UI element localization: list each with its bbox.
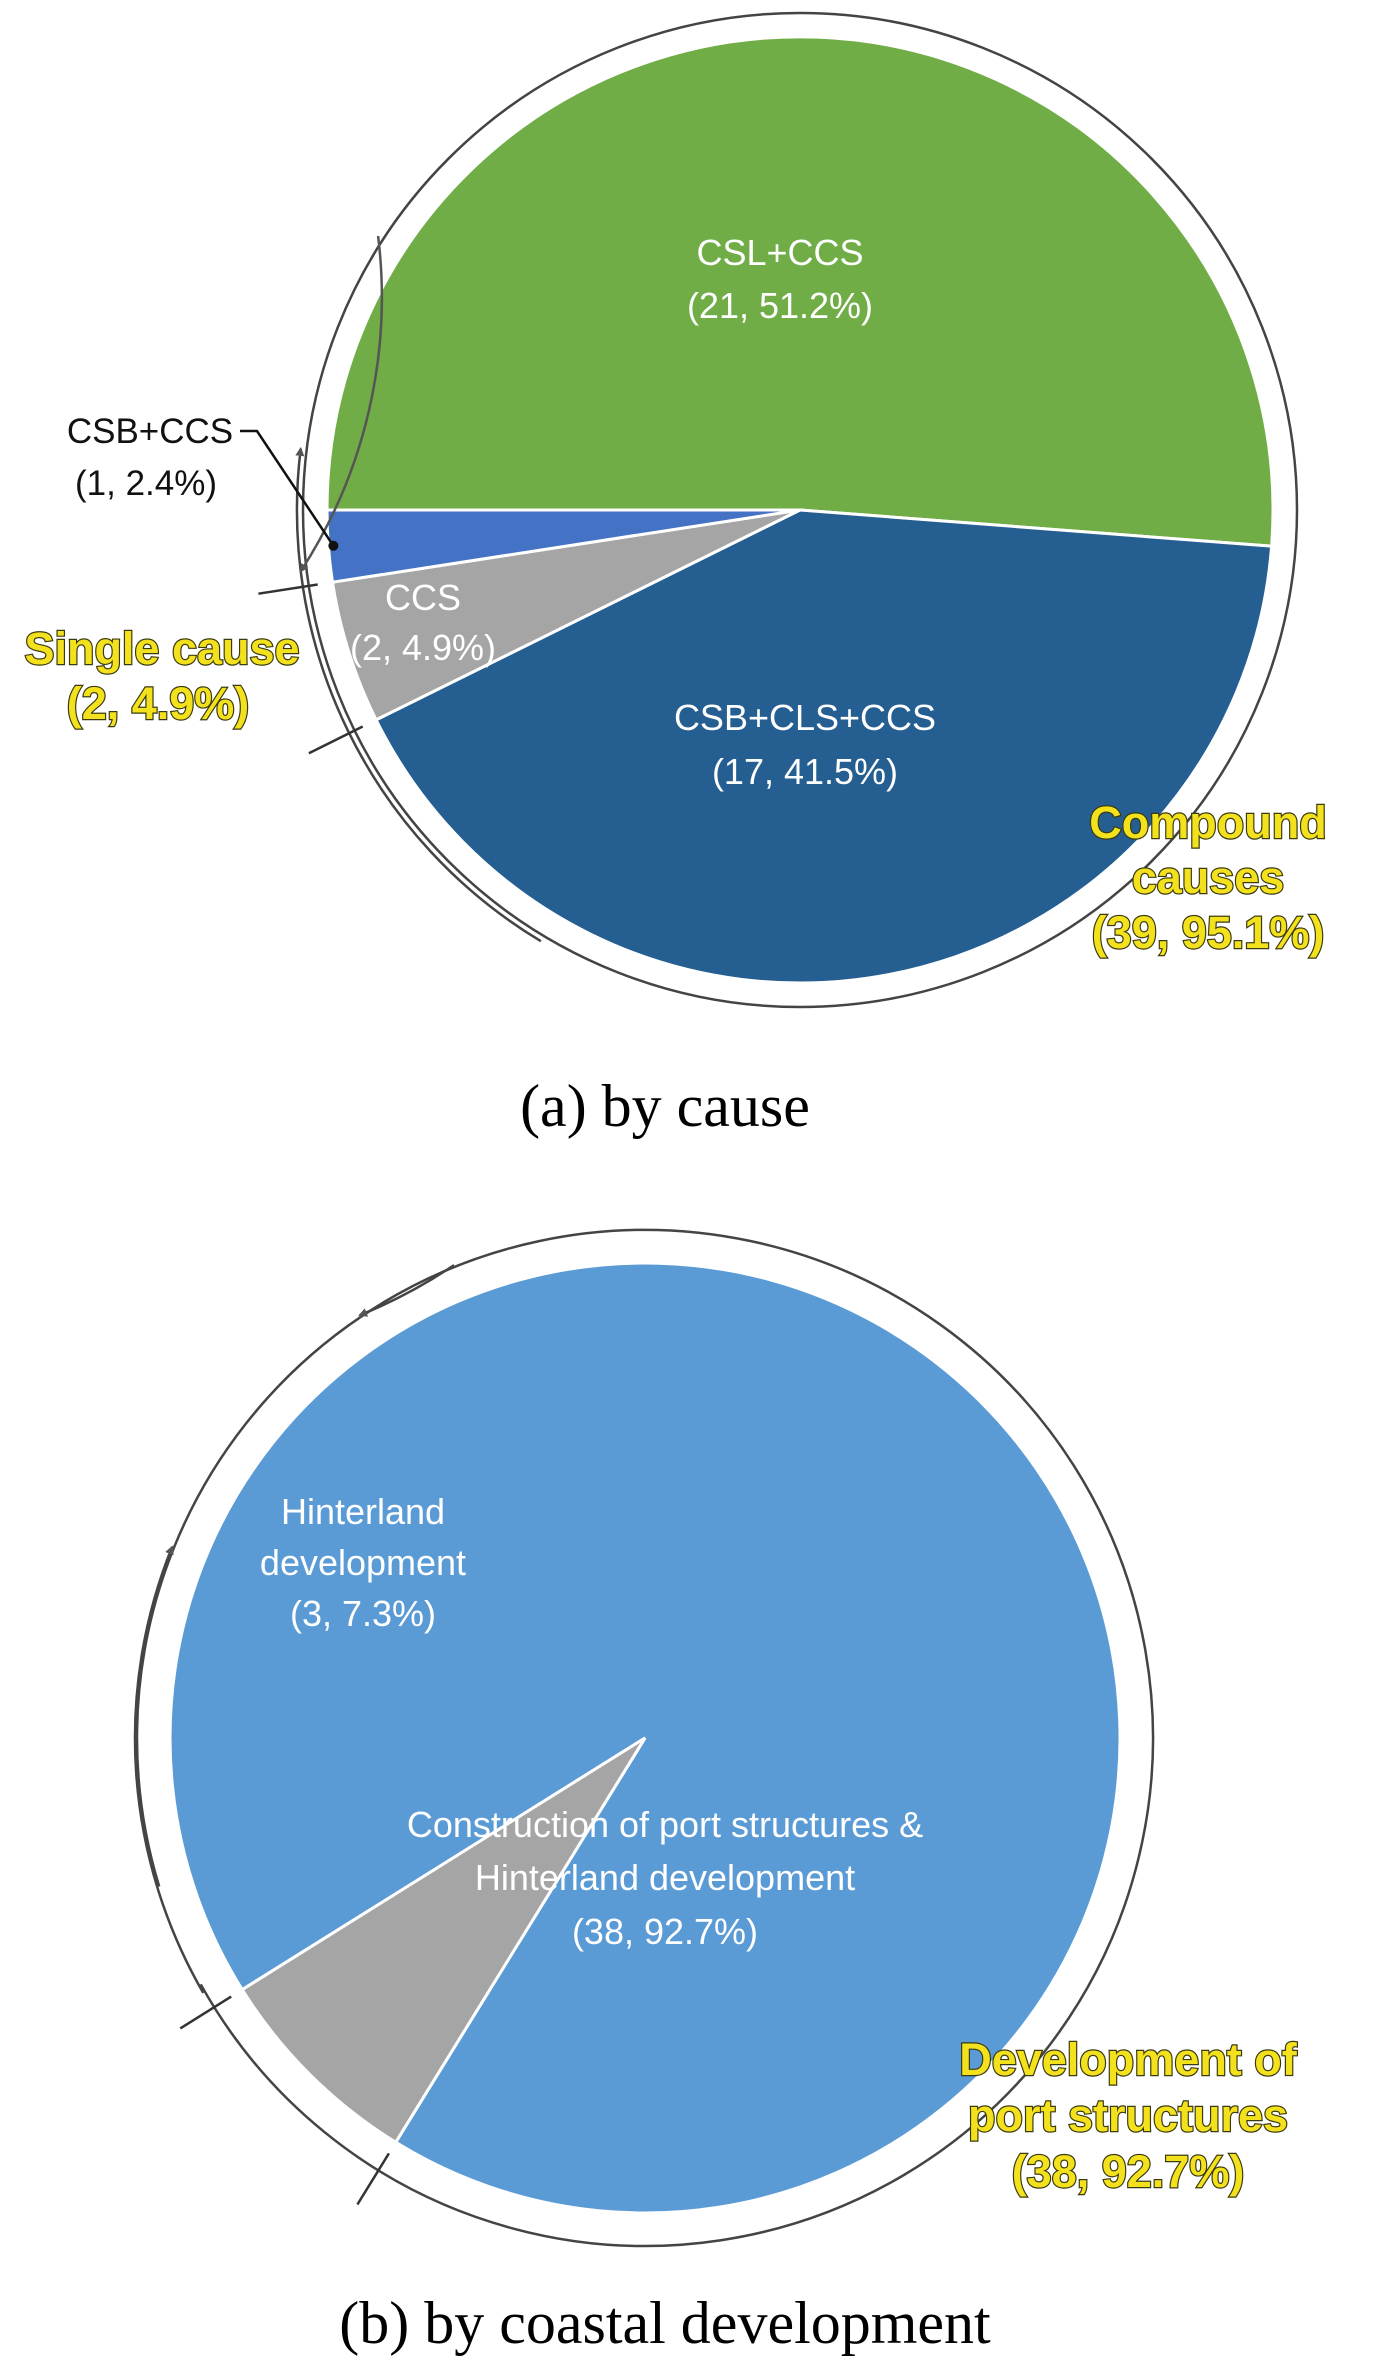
- outer-ring-a: [301, 11, 1299, 1009]
- pie-slice-csb-cls-ccs: [374, 508, 1274, 985]
- caption-b: (b) by coastal development: [339, 2290, 991, 2356]
- group-divider-b-1: [179, 1995, 232, 2030]
- slice-label-csl-ccs: CSL+CCS: [696, 232, 863, 273]
- slice-label-ccs: CCS: [385, 577, 461, 618]
- slice-value-csb-cls-ccs: (17, 41.5%): [712, 751, 898, 792]
- slice-label-port-hinterland-2: Hinterland development: [475, 1857, 855, 1898]
- slice-label-csb-cls-ccs: CSB+CLS+CCS: [674, 697, 936, 738]
- slice-value-ccs: (2, 4.9%): [350, 627, 496, 668]
- compound-arc-arrow: [295, 446, 542, 943]
- group-value-port: (38, 92.7%): [1012, 2146, 1245, 2197]
- group-label-compound-2: causes: [1132, 852, 1285, 903]
- outer-ring-b: [135, 1315, 362, 1887]
- pie-slice-ccs: [330, 508, 801, 722]
- chart-a-slices: [325, 35, 1275, 985]
- slice-value-port-hinterland: (38, 92.7%): [572, 1911, 758, 1952]
- csb-ccs-leader-dot: [328, 540, 339, 551]
- group-label-single-cause: Single cause: [24, 623, 299, 674]
- slice-label-hinterland-2: development: [260, 1542, 466, 1583]
- chart-a-guides: [240, 11, 1299, 1009]
- group-divider-a-0: [308, 725, 364, 755]
- slice-value-hinterland: (3, 7.3%): [290, 1593, 436, 1634]
- group-divider-a-1: [258, 583, 318, 595]
- group-label-port-2: port structures: [968, 2090, 1288, 2141]
- port-arc: [199, 1228, 1155, 2248]
- group-label-port: Development of: [959, 2034, 1298, 2085]
- pie-slice-csb-ccs: [325, 508, 801, 584]
- chart-b-slices: [168, 1261, 1122, 2215]
- pie-slice-hinterland: [240, 1736, 647, 2145]
- group-divider-b-0: [356, 2152, 390, 2206]
- chart-b-guides: [133, 1228, 1155, 2248]
- group-value-compound: (39, 95.1%): [1092, 907, 1325, 958]
- slice-label-csb-ccs: CSB+CCS: [67, 412, 233, 451]
- csb-ccs-leader-line: [240, 429, 335, 547]
- caption-a: (a) by cause: [520, 1073, 810, 1139]
- group-label-compound: Compound: [1089, 797, 1326, 848]
- group-value-single-cause: (2, 4.9%): [67, 678, 250, 729]
- slice-label-hinterland: Hinterland: [281, 1491, 445, 1532]
- port-arc-arrow-left: [133, 1545, 205, 1994]
- chart-a: CSL+CCS (21, 51.2%) CSB+CLS+CCS (17, 41.…: [23, 11, 1328, 1139]
- port-arc-arrow-top: [358, 1264, 455, 1317]
- chart-b: Hinterland development (3, 7.3%) Constru…: [133, 1228, 1299, 2356]
- slice-label-port-hinterland: Construction of port structures &: [407, 1804, 923, 1845]
- slice-value-csl-ccs: (21, 51.2%): [687, 285, 873, 326]
- slice-value-csb-ccs: (1, 2.4%): [75, 464, 217, 503]
